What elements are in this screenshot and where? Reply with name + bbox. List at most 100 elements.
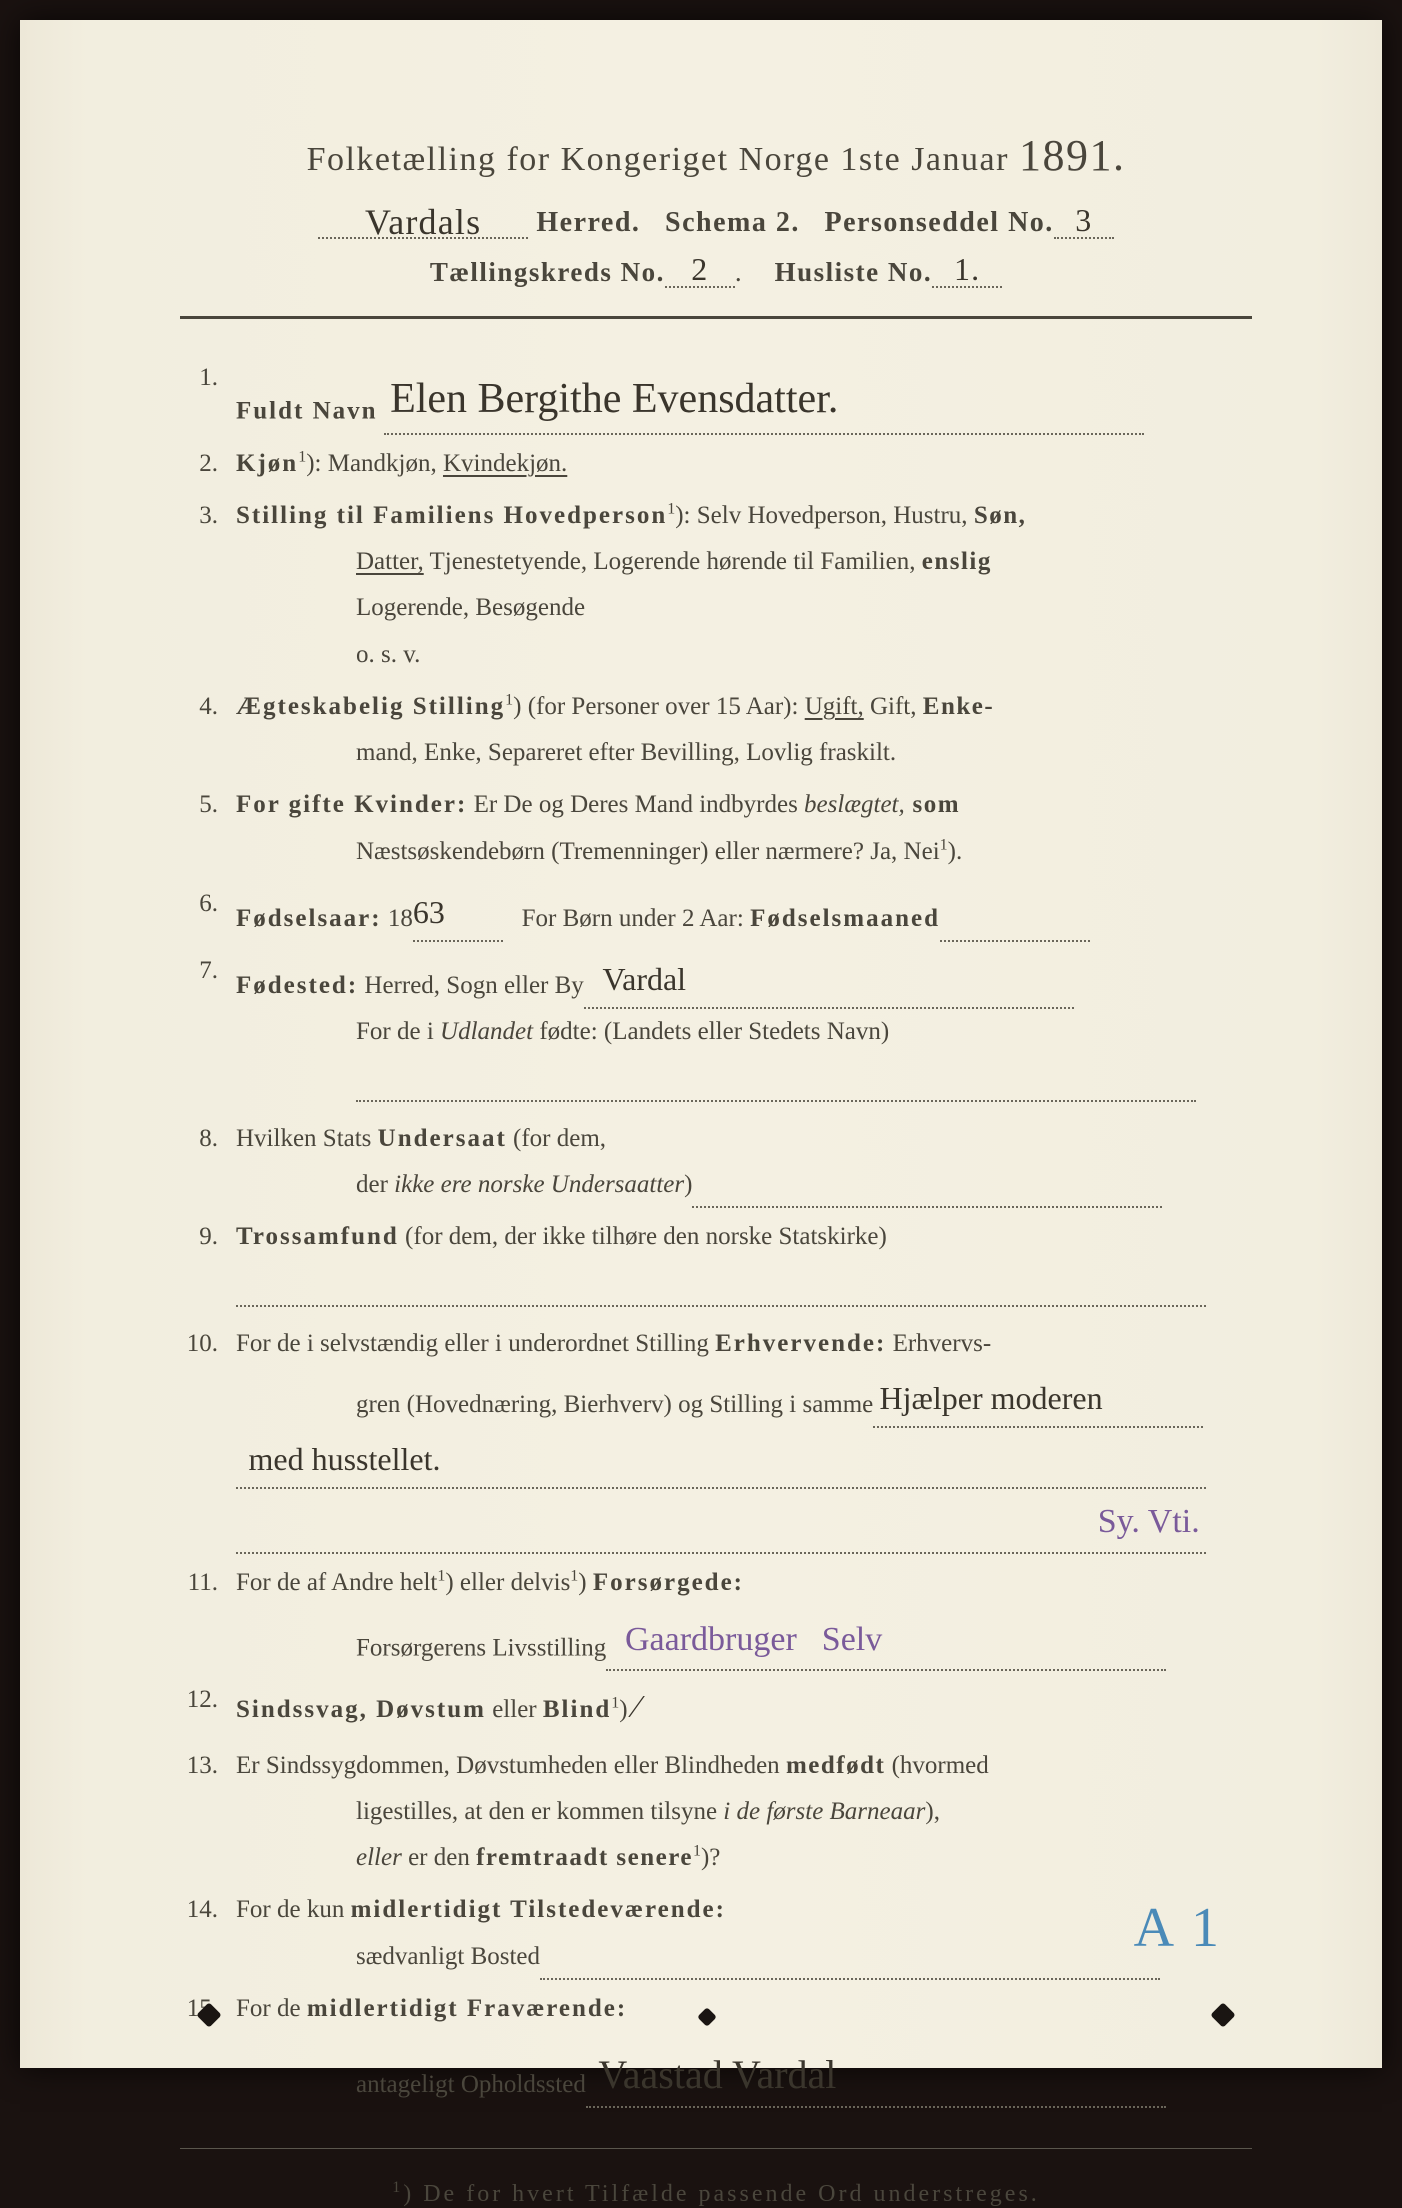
t: sædvanligt Bosted bbox=[356, 1943, 540, 1970]
t: ) (for Personer over 15 Aar): bbox=[513, 693, 805, 720]
provider-hw: Gaardbruger bbox=[625, 1621, 797, 1658]
taellingskreds-no: 2 bbox=[691, 251, 708, 287]
item-9: 9. Trossamfund (for dem, der ikke tilhør… bbox=[180, 1214, 1252, 1307]
herred-label: Herred. bbox=[536, 207, 640, 238]
census-form-page: Folketælling for Kongeriget Norge 1ste J… bbox=[20, 20, 1382, 2068]
t: Gift, bbox=[864, 693, 923, 720]
item-4: 4. Ægteskabelig Stilling1) (for Personer… bbox=[180, 684, 1252, 777]
item-num: 14. bbox=[180, 1887, 236, 1980]
t: o. s. v. bbox=[356, 641, 420, 668]
item-3: 3. Stilling til Familiens Hovedperson1):… bbox=[180, 493, 1252, 678]
sup: 1 bbox=[392, 2179, 403, 2196]
blue-annotation: A 1 bbox=[1134, 1877, 1222, 1981]
t: ) bbox=[578, 1569, 593, 1596]
personseddel-label: Personseddel No. bbox=[824, 207, 1053, 238]
item-num: 4. bbox=[180, 684, 236, 777]
item-15: 15. For de midlertidigt Fraværende: anta… bbox=[180, 1986, 1252, 2108]
b: medfødt bbox=[786, 1752, 885, 1779]
item-label: Undersaat bbox=[378, 1125, 507, 1152]
t: 18 bbox=[382, 905, 413, 932]
t: (for dem, bbox=[507, 1125, 606, 1152]
t: ), bbox=[925, 1798, 940, 1825]
t: fødte: (Landets eller Stedets Navn) bbox=[533, 1018, 889, 1045]
item-num: 12. bbox=[180, 1677, 236, 1736]
t: i de første Barneaar bbox=[723, 1798, 925, 1825]
t: For de af Andre helt bbox=[236, 1569, 437, 1596]
item-label: Ægteskabelig Stilling bbox=[236, 693, 505, 720]
header-line-3: Tællingskreds No.2. Husliste No.1. bbox=[180, 249, 1252, 288]
form-header: Folketælling for Kongeriget Norge 1ste J… bbox=[180, 130, 1252, 288]
item-label: Stilling til Familiens Hovedperson bbox=[236, 502, 667, 529]
item-label: Fødselsaar: bbox=[236, 905, 382, 932]
item-label: midlertidigt Fraværende: bbox=[307, 1995, 627, 2022]
item-8: 8. Hvilken Stats Undersaat (for dem, der… bbox=[180, 1116, 1252, 1209]
item-1: 1. Fuldt Navn Elen Bergithe Evensdatter. bbox=[180, 355, 1252, 435]
item-num: 8. bbox=[180, 1116, 236, 1209]
item-num: 10. bbox=[180, 1321, 236, 1555]
sup: 1 bbox=[505, 692, 513, 709]
taellingskreds-label: Tællingskreds No. bbox=[430, 257, 665, 287]
husliste-label: Husliste No. bbox=[775, 257, 933, 287]
herred-handwritten: Vardals bbox=[365, 201, 481, 243]
t: beslægtet, bbox=[804, 791, 905, 818]
t: For de kun bbox=[236, 1896, 351, 1923]
birth-year-hw: 63 bbox=[413, 894, 445, 930]
item-label: midlertidigt Tilstedeværende: bbox=[351, 1896, 726, 1923]
ugift: Ugift, bbox=[805, 693, 864, 720]
item-num: 5. bbox=[180, 782, 236, 875]
t: Forsørgerens Livsstilling bbox=[356, 1634, 606, 1661]
sup: 1 bbox=[298, 448, 306, 465]
item-label: Fødested: bbox=[236, 972, 358, 999]
title-year: 1891. bbox=[1019, 131, 1126, 180]
datter: Datter, bbox=[356, 548, 424, 575]
item-num: 11. bbox=[180, 1560, 236, 1671]
t: ligestilles, at den er kommen tilsyne bbox=[356, 1798, 723, 1825]
t: eller bbox=[486, 1696, 543, 1723]
t: ikke ere norske Undersaatter bbox=[394, 1171, 684, 1198]
t: (hvormed bbox=[885, 1752, 988, 1779]
item-label: Kjøn bbox=[236, 450, 298, 477]
t: Er Sindssygdommen, Døvstumheden eller Bl… bbox=[236, 1752, 786, 1779]
item-num: 13. bbox=[180, 1743, 236, 1882]
t: )? bbox=[701, 1844, 720, 1871]
full-name-hw: Elen Bergithe Evensdatter. bbox=[390, 361, 838, 439]
t: For Børn under 2 Aar: bbox=[522, 905, 750, 932]
t: er den bbox=[402, 1844, 476, 1871]
husliste-no: 1. bbox=[954, 251, 980, 287]
item-13: 13. Er Sindssygdommen, Døvstumheden elle… bbox=[180, 1743, 1252, 1882]
item-2: 2. Kjøn1): Mandkjøn, Kvindekjøn. bbox=[180, 441, 1252, 487]
t: gren (Hovednæring, Bierhverv) og Stillin… bbox=[356, 1391, 873, 1418]
t: Næstsøskendebørn (Tremenninger) eller næ… bbox=[356, 838, 940, 865]
t: ) eller delvis bbox=[445, 1569, 570, 1596]
header-rule bbox=[180, 316, 1252, 319]
t: Erhvervs- bbox=[886, 1330, 991, 1357]
t: Logerende, Besøgende bbox=[356, 594, 585, 621]
t: der bbox=[356, 1171, 394, 1198]
t: Er De og Deres Mand indbyrdes bbox=[467, 791, 804, 818]
enslig: enslig bbox=[922, 548, 992, 575]
label2: Blind bbox=[543, 1696, 611, 1723]
son: Søn, bbox=[974, 502, 1027, 529]
item-text: ): Mandkjøn, bbox=[306, 450, 443, 477]
item-12: 12. Sindssvag, Døvstum eller Blind1) ⁄ bbox=[180, 1677, 1252, 1736]
t: For de i selvstændig eller i underordnet… bbox=[236, 1330, 715, 1357]
item-label: Fuldt Navn bbox=[236, 397, 378, 424]
item-num: 6. bbox=[180, 881, 236, 942]
t: Herred, Sogn eller By bbox=[358, 972, 584, 999]
t: antageligt Opholdssted bbox=[356, 2071, 586, 2098]
item-11: 11. For de af Andre helt1) eller delvis1… bbox=[180, 1560, 1252, 1671]
t: For de i bbox=[356, 1018, 440, 1045]
label2: Fødselsmaaned bbox=[750, 905, 940, 932]
annotation-purple: Sy. Vti. bbox=[1098, 1503, 1200, 1540]
header-line-2: Vardals Herred. Schema 2. Personseddel N… bbox=[180, 195, 1252, 239]
item-5: 5. For gifte Kvinder: Er De og Deres Man… bbox=[180, 782, 1252, 875]
item-num: 3. bbox=[180, 493, 236, 678]
provider-hw2: Selv bbox=[822, 1621, 882, 1658]
occupation-hw2: med husstellet. bbox=[249, 1441, 441, 1477]
schema-label: Schema 2. bbox=[665, 207, 800, 238]
occupation-hw1: Hjælper moderen bbox=[880, 1380, 1103, 1416]
item-label: Erhvervende: bbox=[715, 1330, 886, 1357]
b: fremtraadt senere bbox=[476, 1844, 693, 1871]
form-items: 1. Fuldt Navn Elen Bergithe Evensdatter.… bbox=[180, 355, 1252, 2108]
item-num: 2. bbox=[180, 441, 236, 487]
